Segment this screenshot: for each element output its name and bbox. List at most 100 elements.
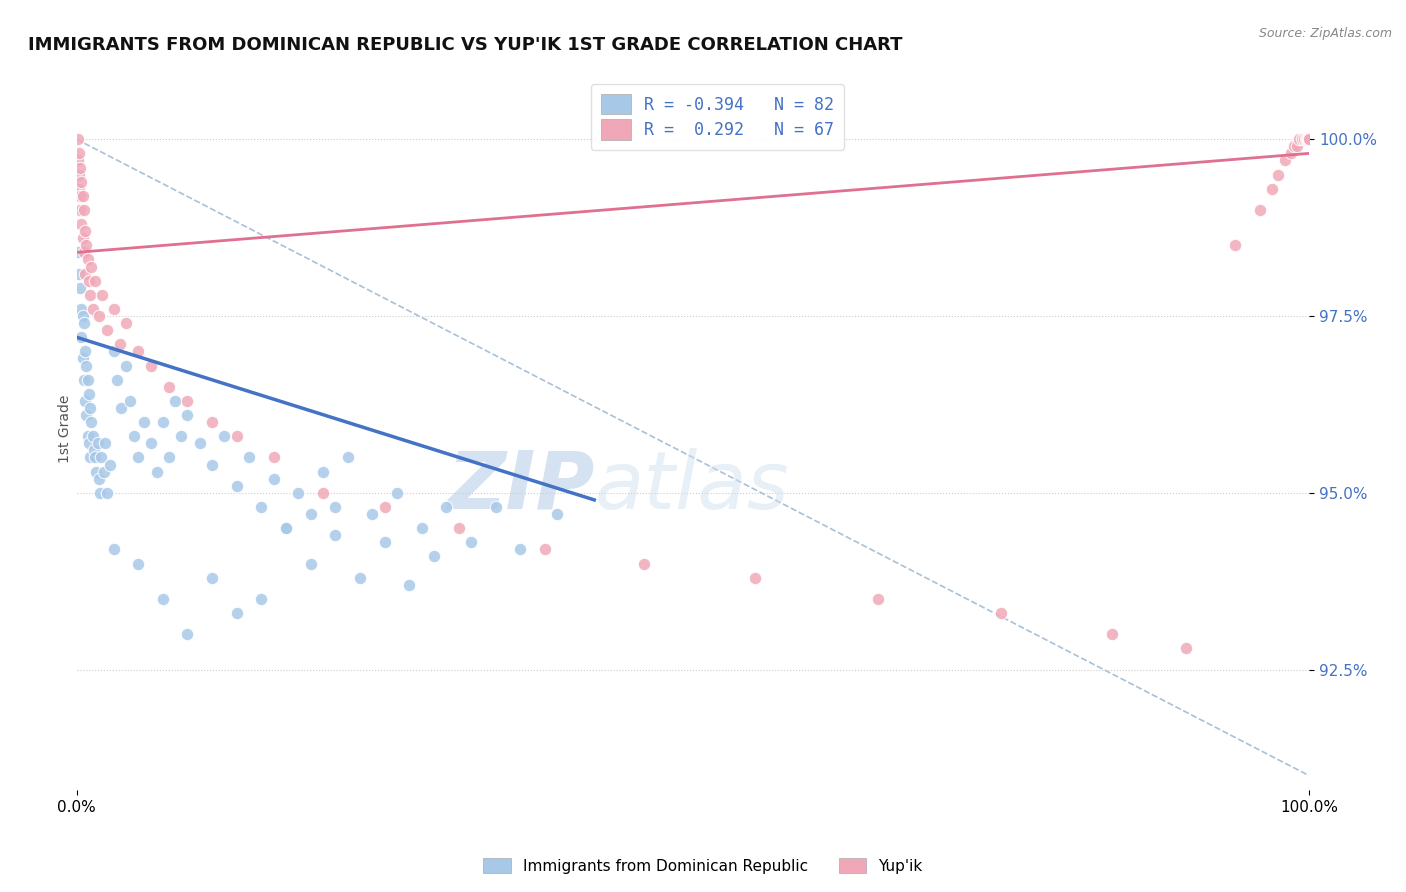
Point	[72, 189, 94, 203]
Point	[73, 316, 96, 330]
Point	[84, 450, 107, 465]
Text: Source: ZipAtlas.com: Source: ZipAtlas.com	[1258, 27, 1392, 40]
Point	[1225, 238, 1247, 252]
Point	[188, 436, 211, 450]
Point	[79, 401, 101, 415]
Point	[73, 373, 96, 387]
Point	[77, 387, 100, 401]
Point	[509, 542, 531, 557]
Point	[66, 245, 89, 260]
Point	[145, 465, 167, 479]
Point	[127, 344, 149, 359]
Point	[103, 301, 125, 316]
Point	[72, 351, 94, 366]
Point	[1294, 132, 1316, 146]
Point	[118, 393, 141, 408]
Point	[67, 267, 90, 281]
Point	[139, 359, 162, 373]
Point	[70, 330, 93, 344]
Point	[398, 578, 420, 592]
Point	[1174, 641, 1197, 656]
Point	[250, 591, 273, 606]
Point	[103, 344, 125, 359]
Point	[79, 288, 101, 302]
Point	[1249, 202, 1271, 217]
Point	[127, 450, 149, 465]
Point	[75, 224, 97, 238]
Point	[411, 521, 433, 535]
Point	[176, 408, 198, 422]
Point	[325, 528, 347, 542]
Point	[1295, 132, 1317, 146]
Point	[83, 443, 105, 458]
Point	[75, 238, 97, 252]
Point	[744, 571, 766, 585]
Text: atlas: atlas	[595, 448, 789, 526]
Point	[225, 429, 247, 443]
Point	[80, 415, 103, 429]
Point	[75, 267, 97, 281]
Point	[75, 393, 97, 408]
Point	[1279, 146, 1302, 161]
Point	[72, 309, 94, 323]
Point	[77, 436, 100, 450]
Point	[75, 344, 97, 359]
Point	[69, 281, 91, 295]
Point	[170, 429, 193, 443]
Point	[238, 450, 260, 465]
Point	[374, 535, 396, 549]
Point	[225, 606, 247, 620]
Y-axis label: 1st Grade: 1st Grade	[59, 395, 73, 463]
Point	[94, 436, 117, 450]
Point	[423, 549, 446, 564]
Point	[201, 458, 224, 472]
Point	[139, 436, 162, 450]
Point	[80, 260, 103, 274]
Legend: Immigrants from Dominican Republic, Yup'ik: Immigrants from Dominican Republic, Yup'…	[477, 852, 929, 880]
Point	[263, 450, 285, 465]
Point	[176, 627, 198, 641]
Point	[70, 217, 93, 231]
Point	[69, 202, 91, 217]
Point	[1296, 132, 1319, 146]
Point	[447, 521, 470, 535]
Point	[1298, 132, 1320, 146]
Point	[76, 373, 98, 387]
Point	[69, 161, 91, 175]
Point	[325, 500, 347, 514]
Point	[69, 189, 91, 203]
Point	[1298, 132, 1320, 146]
Point	[134, 415, 156, 429]
Point	[90, 450, 112, 465]
Point	[349, 571, 371, 585]
Point	[1284, 139, 1306, 153]
Point	[75, 359, 97, 373]
Point	[250, 500, 273, 514]
Point	[72, 231, 94, 245]
Point	[1291, 132, 1313, 146]
Point	[866, 591, 889, 606]
Point	[84, 465, 107, 479]
Point	[299, 507, 322, 521]
Point	[157, 380, 180, 394]
Point	[152, 415, 174, 429]
Point	[1298, 132, 1320, 146]
Point	[66, 132, 89, 146]
Point	[76, 252, 98, 267]
Point	[86, 436, 108, 450]
Point	[546, 507, 568, 521]
Point	[274, 521, 297, 535]
Point	[98, 458, 121, 472]
Point	[336, 450, 359, 465]
Point	[75, 408, 97, 422]
Point	[110, 401, 132, 415]
Point	[96, 485, 118, 500]
Point	[82, 301, 104, 316]
Point	[105, 373, 128, 387]
Point	[73, 245, 96, 260]
Point	[1285, 139, 1308, 153]
Text: IMMIGRANTS FROM DOMINICAN REPUBLIC VS YUP'IK 1ST GRADE CORRELATION CHART: IMMIGRANTS FROM DOMINICAN REPUBLIC VS YU…	[28, 36, 903, 54]
Point	[127, 557, 149, 571]
Point	[1267, 168, 1289, 182]
Point	[66, 153, 89, 168]
